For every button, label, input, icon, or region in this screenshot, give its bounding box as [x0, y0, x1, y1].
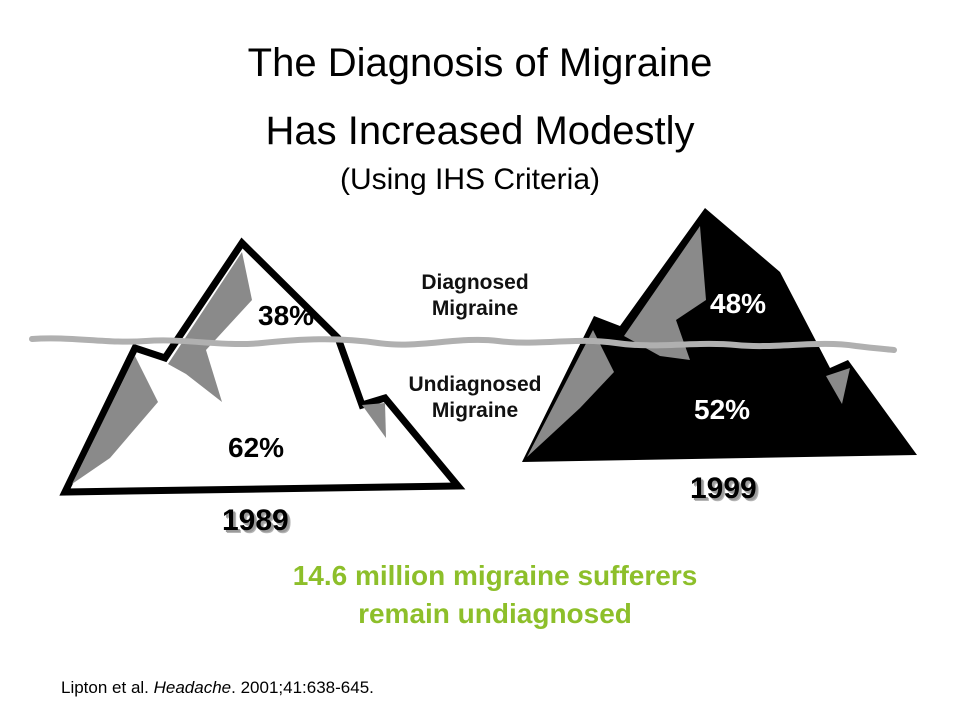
- slide-title-line-2: Has Increased Modestly: [265, 109, 695, 153]
- pct-1989-diagnosed: 38%: [258, 300, 315, 331]
- water-line: [29, 335, 897, 353]
- iceberg-1989-shade-upper: [168, 252, 252, 402]
- iceberg-1989-shade-right: [362, 403, 386, 438]
- iceberg-1999-shade-left: [527, 330, 614, 457]
- slide-subtitle: (Using IHS Criteria): [339, 163, 601, 196]
- slide-title-line-1: The Diagnosis of Migraine: [247, 41, 713, 85]
- citation: Lipton et al. Headache. 2001;41:638-645.: [61, 678, 374, 698]
- highlight-text-line-2: remain undiagnosed: [358, 598, 632, 629]
- year-label-1999: 1999: [690, 472, 757, 505]
- pct-1999-undiagnosed: 52%: [694, 394, 751, 425]
- diagnosed-migraine-label: Diagnosed Migraine: [421, 271, 529, 320]
- iceberg-1999: [522, 208, 917, 462]
- pct-1989-undiagnosed: 62%: [228, 432, 285, 463]
- citation-authors: Lipton et al.: [61, 678, 154, 697]
- pct-1999-diagnosed: 48%: [710, 288, 767, 319]
- highlight-text-line-1: 14.6 million migraine sufferers: [292, 560, 698, 591]
- citation-details: . 2001;41:638-645.: [231, 678, 374, 697]
- iceberg-1999-shade-right: [826, 368, 850, 404]
- iceberg-1999-shape: [522, 208, 917, 462]
- year-label-1989: 1989: [222, 504, 289, 537]
- iceberg-1999-shade-upper: [624, 226, 706, 360]
- iceberg-1989: [59, 237, 466, 496]
- citation-journal: Headache: [153, 678, 232, 697]
- iceberg-1989-shade-left: [72, 356, 158, 484]
- undiagnosed-migraine-label: Undiagnosed Migraine: [408, 373, 542, 422]
